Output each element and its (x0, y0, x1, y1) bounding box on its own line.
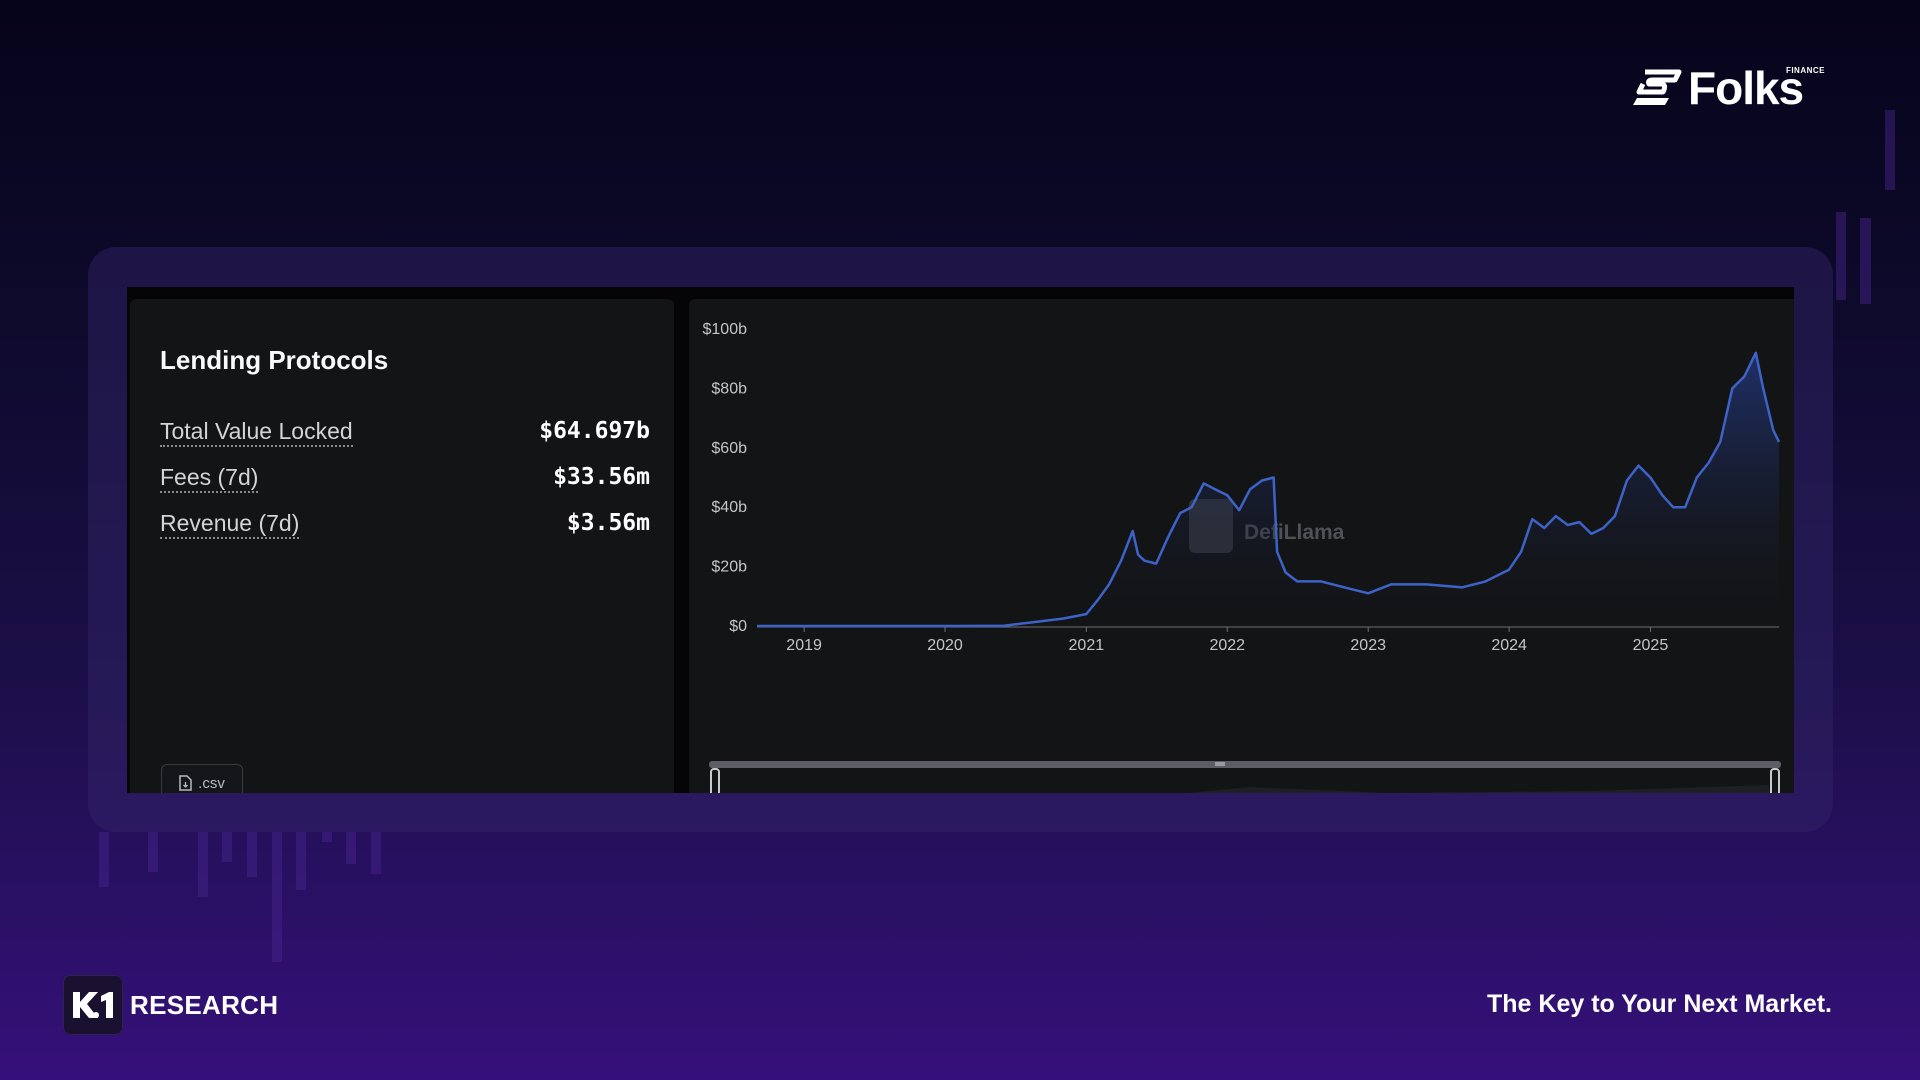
file-download-icon (179, 775, 192, 791)
background-bar (322, 832, 332, 842)
background-bar (1860, 218, 1871, 304)
brush-grip-icon[interactable] (1215, 762, 1225, 766)
stat-label-revenue[interactable]: Revenue (7d) (160, 509, 300, 539)
range-brush[interactable] (709, 761, 1781, 793)
stat-row-tvl: Total Value Locked $64.697b (160, 417, 650, 453)
background-bar (272, 832, 282, 962)
footer-brand: RESEARCH (130, 990, 279, 1020)
folks-finance-logo: Folks FINANCE (1633, 62, 1825, 114)
x-tick-label: 2020 (927, 637, 963, 654)
brush-preview-area (1189, 785, 1769, 793)
csv-download-button[interactable]: .csv (161, 764, 243, 793)
y-tick-label: $20b (711, 559, 747, 576)
stat-value-fees: $33.56m (553, 464, 650, 490)
background-bar (247, 832, 257, 877)
x-axis: 2019 2020 2021 2022 2023 2024 2025 (757, 626, 1779, 654)
stat-value-tvl: $64.697b (539, 418, 650, 444)
x-tick-label: 2025 (1633, 637, 1669, 654)
csv-button-label: .csv (198, 774, 225, 792)
chart-panel: $0 $20b $40b $60b $80b $100b 2019 2020 2021 2022… (689, 299, 1794, 793)
brush-handle-right[interactable] (1770, 768, 1780, 793)
tvl-area-chart: $0 $20b $40b $60b $80b $100b 2019 2020 2021 2022… (703, 321, 1781, 793)
stat-row-fees: Fees (7d) $33.56m (160, 463, 650, 499)
tagline: The Key to Your Next Market. (1487, 990, 1832, 1018)
background-bar (148, 832, 158, 872)
x-tick-label: 2022 (1209, 637, 1245, 654)
background-bar (222, 832, 232, 862)
y-tick-label: $60b (711, 440, 747, 457)
x-tick-label: 2024 (1491, 637, 1527, 654)
brush-track[interactable] (709, 761, 1781, 768)
x-tick-label: 2023 (1350, 637, 1386, 654)
y-tick-label: $0 (729, 618, 747, 635)
k1-logo (63, 975, 123, 1035)
y-tick-label: $100b (703, 321, 748, 338)
x-tick-label: 2021 (1069, 637, 1105, 654)
brush-handle-left[interactable] (710, 768, 720, 793)
stats-panel: Lending Protocols Total Value Locked $64… (130, 299, 674, 793)
background-bar (1885, 110, 1895, 190)
background-bar (371, 832, 381, 874)
k1-logo-icon (73, 992, 113, 1018)
background-bar (1836, 212, 1846, 300)
background-bar (99, 832, 109, 887)
panel-title: Lending Protocols (160, 345, 389, 375)
y-tick-label: $40b (711, 499, 747, 516)
background-bar (346, 832, 356, 864)
stat-label-tvl[interactable]: Total Value Locked (160, 417, 353, 447)
stat-row-revenue: Revenue (7d) $3.56m (160, 509, 650, 545)
y-tick-label: $80b (711, 380, 747, 397)
x-tick-label: 2019 (786, 637, 822, 654)
y-axis: $0 $20b $40b $60b $80b $100b (703, 321, 748, 635)
logo-wordmark: Folks (1688, 62, 1804, 114)
background-bar (296, 832, 306, 890)
tvl-area-fill (757, 352, 1779, 626)
stat-value-revenue: $3.56m (566, 510, 650, 536)
defillama-screenshot: Lending Protocols Total Value Locked $64… (127, 287, 1794, 793)
folks-logo-mark-icon (1633, 69, 1682, 105)
background-bar (198, 832, 208, 897)
stat-label-fees[interactable]: Fees (7d) (160, 463, 259, 493)
logo-subtitle: FINANCE (1785, 66, 1825, 75)
tvl-series-line (757, 351, 1781, 628)
